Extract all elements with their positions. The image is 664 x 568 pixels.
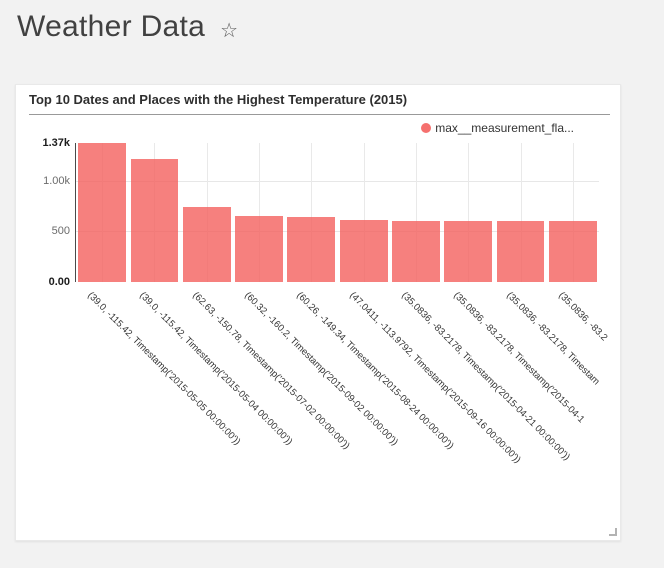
chart-title: Top 10 Dates and Places with the Highest… [29, 92, 408, 107]
bar[interactable] [392, 221, 440, 282]
y-tick-label: 1.37k [42, 137, 70, 149]
gridline [468, 143, 470, 282]
chart-card: Top 10 Dates and Places with the Highest… [15, 84, 621, 541]
bar[interactable] [287, 217, 336, 282]
title-divider [29, 114, 610, 115]
gridline [259, 143, 261, 282]
y-tick-label: 1.00k [43, 174, 70, 187]
y-tick-label: 500 [51, 225, 70, 238]
gridline [415, 143, 417, 282]
legend-label: max__measurement_fla... [435, 121, 574, 135]
bar[interactable] [339, 220, 388, 282]
bar[interactable] [548, 220, 597, 282]
legend-marker-icon [421, 123, 432, 133]
gridline [363, 143, 365, 282]
bar[interactable] [444, 221, 493, 282]
gridline [76, 180, 599, 182]
bar[interactable] [496, 221, 545, 282]
page-header: Weather Data ☆ [17, 10, 238, 44]
bar[interactable] [182, 207, 231, 282]
x-tick-label: (35.0836, -83.2178, Timestam [503, 290, 602, 388]
x-tick-label: (47.0411, -113.9792, Timestamp('2015-09-… [346, 290, 523, 466]
gridline [76, 231, 599, 233]
page-title: Weather Data [17, 10, 206, 43]
gridline [572, 143, 574, 282]
bar[interactable] [235, 216, 283, 282]
gridline [520, 143, 522, 282]
bar[interactable] [78, 143, 127, 282]
y-axis-line [75, 143, 76, 282]
star-icon[interactable]: ☆ [220, 19, 239, 42]
gridline [311, 143, 313, 282]
plot-area: 1.37k 1.00k 500 0.00 (39.0, -115.42, Timest… [16, 85, 620, 540]
resize-grip-icon[interactable] [609, 528, 617, 536]
x-tick-label: (35.0836, -83.2 [556, 290, 610, 344]
y-tick-label: 0.00 [48, 276, 70, 288]
bar[interactable] [130, 159, 179, 282]
legend-item[interactable]: max__measurement_fla... [421, 121, 574, 135]
